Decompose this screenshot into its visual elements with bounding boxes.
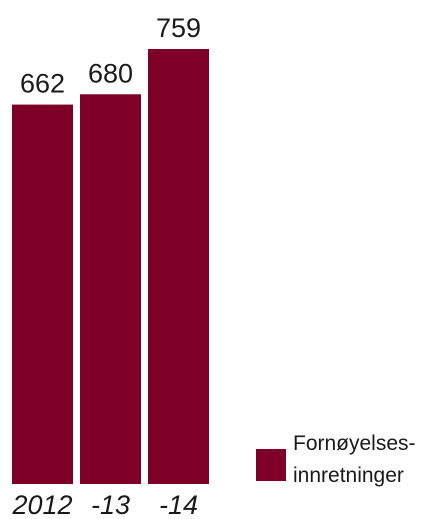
- value-label--14: 759: [156, 13, 201, 43]
- bar--13: [80, 94, 141, 485]
- x-tick-label--14: -14: [159, 490, 198, 519]
- x-tick-label-2012: 2012: [11, 490, 72, 519]
- legend-label-line-1: Fornøyelses-: [293, 432, 416, 455]
- legend-label-line-2: innretninger: [293, 464, 404, 487]
- bar--14: [148, 49, 209, 484]
- bar-2012: [12, 104, 73, 484]
- value-label--13: 680: [88, 58, 133, 88]
- x-axis-tick-labels: 2012 -13 -14: [11, 490, 198, 519]
- value-label-2012: 662: [20, 69, 65, 99]
- value-labels-group: 662 680 759: [20, 13, 201, 99]
- legend-swatch: [256, 449, 286, 481]
- legend-label: Fornøyelses- innretninger: [293, 432, 421, 487]
- legend: Fornøyelses- innretninger: [256, 432, 421, 487]
- x-tick-label--13: -13: [91, 490, 130, 519]
- bars-group: [12, 49, 209, 485]
